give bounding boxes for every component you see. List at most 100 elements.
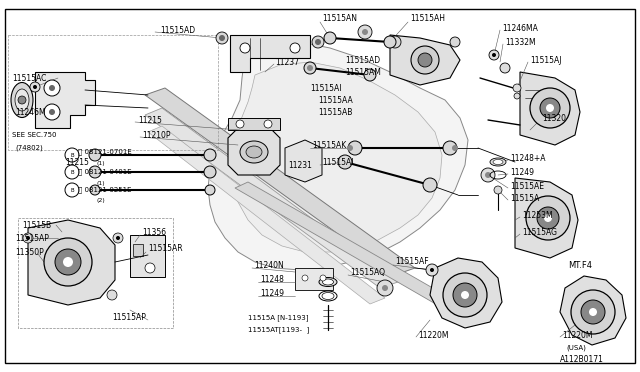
Circle shape [33, 85, 37, 89]
Text: 11249: 11249 [510, 167, 534, 176]
Ellipse shape [319, 278, 337, 286]
Circle shape [450, 37, 460, 47]
Circle shape [589, 308, 597, 316]
Bar [228, 118, 280, 130]
Circle shape [443, 141, 457, 155]
Text: SEE SEC.750: SEE SEC.750 [12, 132, 56, 138]
Text: (74802): (74802) [15, 145, 43, 151]
Circle shape [537, 207, 559, 229]
Circle shape [492, 53, 496, 57]
Circle shape [307, 65, 313, 71]
Circle shape [324, 32, 336, 44]
Text: 11515A: 11515A [510, 193, 540, 202]
Circle shape [219, 35, 225, 41]
Circle shape [358, 25, 372, 39]
Circle shape [49, 109, 55, 115]
Circle shape [494, 186, 502, 194]
Text: 11356: 11356 [142, 228, 166, 237]
Circle shape [526, 196, 570, 240]
Circle shape [546, 104, 554, 112]
Circle shape [485, 172, 491, 178]
Text: 11332M: 11332M [505, 38, 536, 46]
Polygon shape [515, 178, 578, 258]
Circle shape [461, 291, 469, 299]
Text: 11515AI: 11515AI [310, 83, 342, 93]
Text: 11515AT[1193-  ]: 11515AT[1193- ] [248, 327, 309, 333]
Circle shape [530, 88, 570, 128]
Text: 11515AP: 11515AP [15, 234, 49, 243]
Text: 11515AC: 11515AC [12, 74, 46, 83]
Circle shape [426, 264, 438, 276]
Circle shape [26, 236, 30, 240]
Circle shape [30, 82, 40, 92]
Circle shape [362, 29, 368, 35]
Text: 11220M: 11220M [418, 330, 449, 340]
Circle shape [204, 149, 216, 161]
Text: 11248+A: 11248+A [510, 154, 545, 163]
Circle shape [364, 69, 376, 81]
Circle shape [304, 62, 316, 74]
Polygon shape [228, 128, 280, 175]
Circle shape [236, 120, 244, 128]
Circle shape [90, 185, 100, 195]
Text: Ⓑ 08121-0401E: Ⓑ 08121-0401E [78, 169, 132, 175]
Polygon shape [235, 182, 485, 325]
Circle shape [411, 46, 439, 74]
Text: 11515B: 11515B [22, 221, 51, 230]
Circle shape [320, 275, 326, 281]
Text: 11215: 11215 [138, 115, 162, 125]
Polygon shape [28, 220, 115, 305]
Text: 11515AD: 11515AD [345, 55, 380, 64]
Text: 11515AK: 11515AK [312, 141, 346, 150]
Text: Ⓑ 08121-0701E: Ⓑ 08121-0701E [78, 149, 132, 155]
Polygon shape [148, 126, 385, 304]
Polygon shape [430, 258, 502, 328]
Circle shape [302, 275, 308, 281]
Polygon shape [35, 72, 95, 128]
Text: 11210P: 11210P [142, 131, 170, 140]
Bar [18, 218, 173, 328]
Polygon shape [230, 35, 310, 72]
Circle shape [452, 145, 458, 151]
Ellipse shape [15, 89, 29, 111]
Polygon shape [145, 108, 398, 288]
Text: 11515AE: 11515AE [510, 182, 544, 190]
Circle shape [89, 166, 101, 178]
Circle shape [430, 268, 434, 272]
Circle shape [23, 233, 33, 243]
Circle shape [204, 166, 216, 178]
Circle shape [389, 36, 401, 48]
Text: MT.F4: MT.F4 [568, 260, 592, 269]
Text: 11515AA: 11515AA [318, 96, 353, 105]
Ellipse shape [11, 83, 33, 118]
Circle shape [113, 233, 123, 243]
Text: 11515AM: 11515AM [345, 67, 381, 77]
Circle shape [384, 36, 396, 48]
Text: 11237: 11237 [275, 58, 299, 67]
Text: 11515AG: 11515AG [522, 228, 557, 237]
Text: 11220M: 11220M [562, 330, 593, 340]
Circle shape [145, 263, 155, 273]
Circle shape [513, 84, 521, 92]
Circle shape [544, 214, 552, 222]
Circle shape [312, 36, 324, 48]
Circle shape [489, 50, 499, 60]
Bar [130, 235, 165, 277]
Text: 11246MA: 11246MA [502, 23, 538, 32]
Text: 11320: 11320 [542, 113, 566, 122]
Circle shape [44, 80, 60, 96]
Text: 11240N: 11240N [254, 260, 284, 269]
Text: A112B0171: A112B0171 [560, 356, 604, 365]
Circle shape [348, 141, 362, 155]
Circle shape [18, 96, 26, 104]
Circle shape [290, 43, 300, 53]
Circle shape [240, 43, 250, 53]
Polygon shape [230, 62, 442, 252]
Text: 11515AB: 11515AB [318, 108, 353, 116]
Bar [8, 35, 218, 150]
Text: 11231: 11231 [288, 160, 312, 170]
Polygon shape [145, 88, 415, 275]
Text: 11248: 11248 [260, 276, 284, 285]
Text: (USA): (USA) [566, 345, 586, 351]
Circle shape [116, 236, 120, 240]
